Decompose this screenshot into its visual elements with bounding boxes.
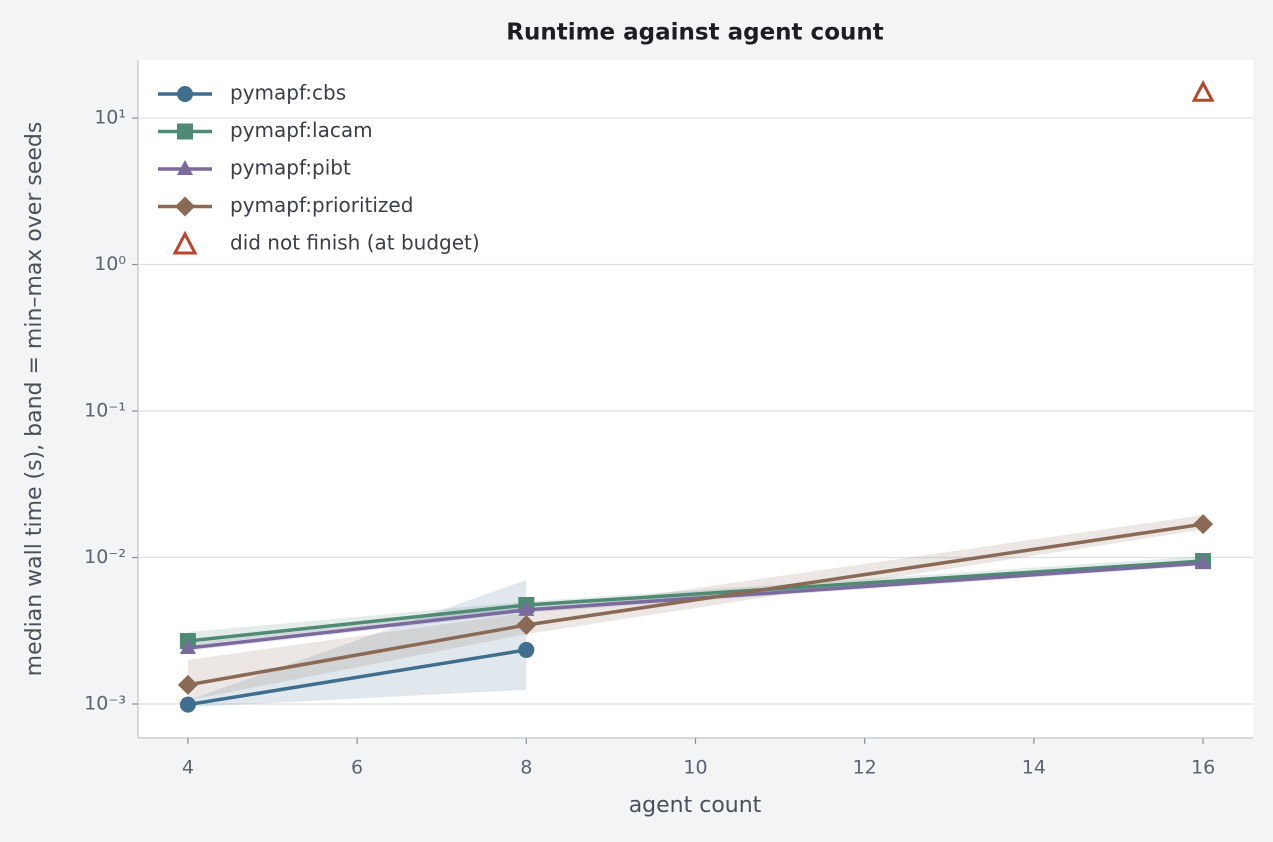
legend-label: did not finish (at budget)	[230, 231, 480, 255]
dnf-marker	[1191, 80, 1215, 102]
y-tick-label: 10⁻¹	[84, 400, 126, 422]
y-tick-label: 10⁻³	[84, 692, 126, 714]
legend-marker	[177, 123, 193, 140]
x-tick-label: 14	[1022, 757, 1046, 779]
chart-title: Runtime against agent count	[506, 20, 884, 46]
data-point	[177, 674, 198, 695]
y-tick-label: 10¹	[94, 107, 126, 129]
x-tick-label: 4	[182, 757, 194, 779]
legend-marker	[177, 160, 193, 175]
legend-marker	[175, 196, 195, 217]
legend-label: pymapf:lacam	[230, 118, 373, 142]
x-tick-label: 8	[520, 757, 532, 779]
data-point	[179, 696, 196, 713]
legend-label: pymapf:pibt	[230, 156, 351, 180]
data-point	[1195, 554, 1212, 570]
series-line	[187, 648, 527, 707]
data-point	[516, 615, 537, 636]
range-band	[187, 560, 1204, 652]
x-tick-label: 16	[1191, 757, 1215, 779]
range-band	[187, 580, 527, 708]
x-tick-label: 6	[351, 757, 363, 779]
data-point	[518, 600, 535, 616]
x-tick-label: 12	[853, 757, 877, 779]
y-axis-label: median wall time (s), band = min–max ove…	[22, 122, 47, 677]
legend-label: pymapf:cbs	[230, 81, 346, 105]
x-axis-label: agent count	[629, 793, 762, 818]
legend-marker	[177, 86, 193, 102]
legend-marker	[172, 230, 198, 255]
legend-label: pymapf:prioritized	[230, 193, 413, 217]
y-tick-label: 10⁰	[94, 253, 126, 275]
y-tick-label: 10⁻²	[84, 546, 126, 568]
x-tick-label: 10	[683, 757, 707, 779]
data-point	[518, 641, 535, 658]
data-point	[179, 639, 196, 655]
data-point	[1193, 514, 1214, 535]
